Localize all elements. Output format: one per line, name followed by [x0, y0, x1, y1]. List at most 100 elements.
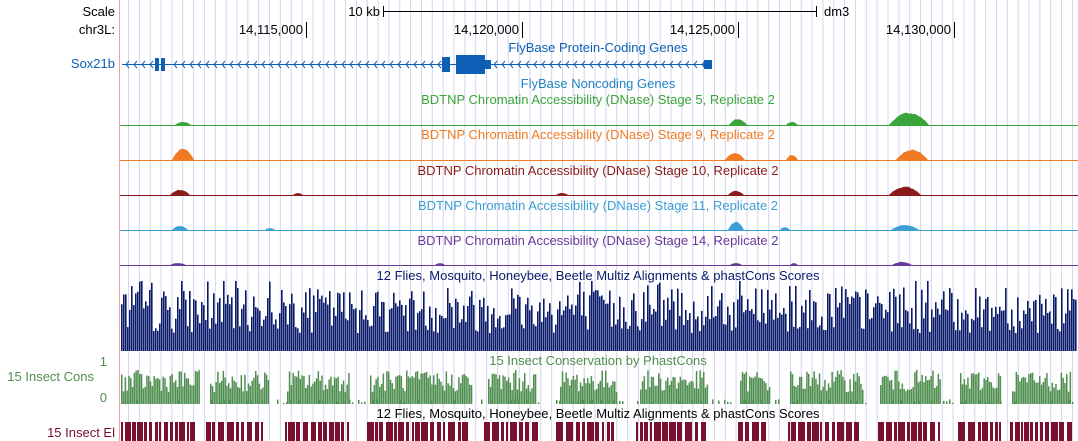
multiz-bar — [729, 314, 731, 351]
phastcons-bar — [136, 399, 138, 404]
phastcons-bar — [760, 400, 762, 404]
multiz-bar — [521, 324, 523, 351]
multiz-bar — [215, 323, 217, 351]
dnase-stage11-signal[interactable] — [120, 221, 1078, 231]
multiz-bar — [485, 321, 487, 351]
conserved-element — [261, 422, 263, 441]
multiz-bar — [483, 297, 485, 351]
phastcons-bar — [974, 374, 976, 404]
multiz-bar — [205, 319, 207, 351]
phastcons-bar — [1017, 375, 1019, 404]
phastcons-bar — [400, 376, 403, 404]
phastcons-bar — [704, 387, 707, 404]
strand-arrow — [309, 60, 314, 69]
multiz-bar — [775, 293, 777, 351]
phastcons-bar — [194, 370, 197, 404]
multiz-bar — [225, 303, 227, 351]
multiz-bar — [975, 288, 977, 351]
phastcons-bar — [748, 401, 750, 404]
phastcons-bar — [173, 382, 175, 404]
phastcons-bar — [178, 401, 180, 404]
dnase-stage5-signal[interactable] — [120, 112, 1078, 126]
phastcons-bar — [460, 383, 462, 404]
dnase-stage14-signal[interactable] — [120, 261, 1078, 266]
multiz-bar — [421, 309, 423, 351]
gene-model-sox21b[interactable] — [122, 55, 712, 74]
side-label-15-insect-el[interactable]: 15 Insect El — [47, 425, 115, 440]
phastcons-bar — [691, 399, 693, 404]
multiz-bar — [405, 305, 407, 351]
track-title-protein-coding-genes: FlyBase Protein-Coding Genes — [508, 40, 688, 55]
multiz-bar — [757, 320, 759, 351]
conserved-element — [394, 422, 397, 441]
phastcons-bar — [899, 388, 902, 404]
phastcons-bar — [157, 378, 159, 404]
conserved-element — [738, 422, 743, 441]
phastcons-bar — [949, 399, 951, 404]
phastcons-bar — [652, 402, 654, 404]
phastcons-bar — [965, 384, 967, 404]
phastcons-bar — [373, 399, 375, 404]
side-label-15-insect-cons[interactable]: 15 Insect Cons — [7, 369, 94, 384]
phastcons-bar — [364, 401, 366, 404]
phastcons-bar — [919, 381, 922, 404]
conserved-element — [1024, 422, 1029, 441]
multiz-bar — [331, 325, 333, 351]
multiz-bar — [763, 313, 765, 351]
multiz-bar — [575, 305, 577, 351]
gene-exon — [442, 57, 450, 72]
dnase-stage9-signal[interactable] — [120, 148, 1078, 161]
multiz-bar — [693, 301, 695, 351]
conserved-element — [510, 422, 517, 441]
phastcons-bar — [961, 384, 964, 404]
multiz-bar — [965, 310, 967, 351]
gene-label-sox21b[interactable]: Sox21b — [71, 56, 115, 71]
multiz-bar — [877, 296, 879, 351]
multiz-bar — [715, 316, 717, 351]
phastcons-bar — [889, 400, 891, 404]
phastcons-bar — [881, 376, 884, 404]
strand-arrow — [253, 60, 258, 69]
multiz-bar — [277, 328, 279, 351]
multiz-bar — [263, 319, 265, 351]
multiz-bar — [727, 306, 729, 351]
multiz-bar — [279, 313, 281, 351]
signal-peak — [786, 121, 798, 125]
multiz-bar — [817, 327, 819, 351]
phastcons-bar — [1049, 391, 1052, 404]
phastcons-bar — [415, 371, 417, 404]
conserved-element — [566, 422, 573, 441]
conserved-element-blocks[interactable] — [121, 422, 1072, 441]
multiz-bar — [963, 319, 965, 351]
track-title-dnase-stage9: BDTNP Chromatin Accessibility (DNase) St… — [421, 127, 775, 142]
conserved-element — [121, 422, 123, 441]
multiz-bar — [447, 288, 449, 351]
phastcons-bar — [601, 399, 603, 404]
phastcons-bar — [1057, 400, 1059, 404]
conserved-element — [149, 422, 152, 441]
multiz-bar — [409, 298, 411, 351]
phastcons-score-bars[interactable] — [121, 370, 1074, 404]
multiz-conservation-bars[interactable] — [121, 281, 1077, 351]
multiz-bar — [1067, 289, 1069, 351]
multiz-bar — [995, 306, 997, 351]
phastcons-bar — [149, 381, 152, 404]
multiz-bar — [807, 328, 809, 351]
phastcons-bar — [583, 399, 585, 404]
multiz-bar — [297, 328, 299, 351]
multiz-bar — [811, 320, 813, 351]
strand-arrow — [373, 60, 378, 69]
phastcons-bar — [579, 382, 582, 404]
multiz-bar — [833, 327, 835, 351]
multiz-bar — [927, 281, 929, 351]
multiz-bar — [493, 308, 495, 351]
conserved-element — [812, 422, 819, 441]
ruler-tick-label: 14,130,000 — [886, 22, 951, 37]
multiz-bar — [973, 320, 975, 351]
multiz-bar — [845, 289, 847, 351]
multiz-bar — [683, 325, 685, 351]
dnase-stage10-signal[interactable] — [120, 186, 1078, 196]
phastcons-bar — [358, 400, 360, 404]
